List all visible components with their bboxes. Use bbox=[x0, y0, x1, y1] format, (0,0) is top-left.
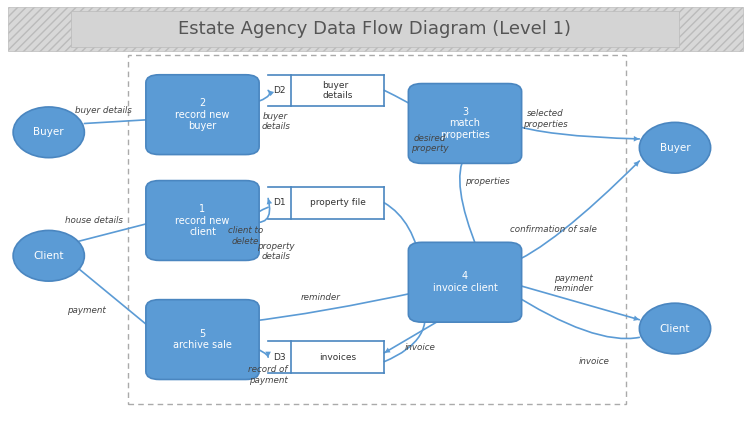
Ellipse shape bbox=[639, 122, 711, 173]
Text: buyer
details: buyer details bbox=[261, 112, 290, 131]
FancyBboxPatch shape bbox=[146, 75, 260, 155]
Bar bbox=[128, 55, 626, 404]
Text: D1: D1 bbox=[273, 198, 286, 207]
Text: invoice: invoice bbox=[579, 357, 610, 366]
Text: payment: payment bbox=[68, 306, 106, 315]
Text: 2
record new
buyer: 2 record new buyer bbox=[176, 98, 230, 131]
Text: 3
match
properties: 3 match properties bbox=[440, 107, 490, 140]
Text: D2: D2 bbox=[273, 86, 286, 95]
Text: property
details: property details bbox=[256, 242, 294, 261]
Ellipse shape bbox=[13, 230, 84, 281]
FancyBboxPatch shape bbox=[408, 243, 522, 322]
Text: selected
properties: selected properties bbox=[524, 109, 568, 129]
Text: 5
archive sale: 5 archive sale bbox=[173, 329, 232, 350]
Ellipse shape bbox=[13, 107, 84, 158]
Text: invoice: invoice bbox=[404, 343, 436, 352]
Ellipse shape bbox=[639, 303, 711, 354]
Text: Client: Client bbox=[660, 324, 690, 333]
FancyBboxPatch shape bbox=[146, 300, 260, 379]
Text: 1
record new
client: 1 record new client bbox=[176, 204, 230, 237]
Text: 4
invoice client: 4 invoice client bbox=[433, 272, 497, 293]
FancyBboxPatch shape bbox=[146, 181, 260, 260]
Text: reminder: reminder bbox=[301, 293, 340, 302]
Text: buyer
details: buyer details bbox=[322, 81, 352, 100]
Text: buyer details: buyer details bbox=[75, 106, 131, 115]
Text: invoices: invoices bbox=[319, 353, 356, 362]
Text: Buyer: Buyer bbox=[34, 127, 64, 137]
Text: property file: property file bbox=[310, 198, 365, 207]
Text: Client: Client bbox=[34, 251, 64, 261]
Text: client to
delete: client to delete bbox=[228, 226, 263, 246]
Text: payment
reminder: payment reminder bbox=[554, 274, 594, 293]
FancyBboxPatch shape bbox=[71, 11, 679, 47]
Text: confirmation of sale: confirmation of sale bbox=[510, 225, 596, 234]
Text: house details: house details bbox=[65, 216, 123, 225]
Text: Estate Agency Data Flow Diagram (Level 1): Estate Agency Data Flow Diagram (Level 1… bbox=[178, 20, 572, 38]
Text: record of
payment: record of payment bbox=[248, 365, 288, 385]
Text: D3: D3 bbox=[273, 353, 286, 362]
FancyBboxPatch shape bbox=[408, 84, 522, 164]
Text: Buyer: Buyer bbox=[660, 143, 690, 153]
Text: desired
property: desired property bbox=[411, 134, 448, 153]
FancyBboxPatch shape bbox=[8, 7, 742, 51]
Text: properties: properties bbox=[465, 177, 510, 187]
